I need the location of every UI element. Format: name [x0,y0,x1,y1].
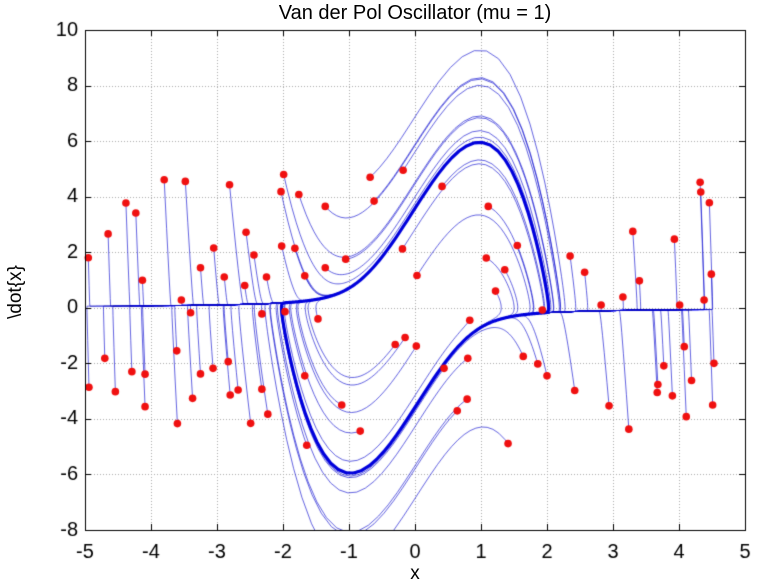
chart-title: Van der Pol Oscillator (mu = 1) [278,2,552,24]
x-axis-label: x [410,563,420,584]
y-axis-label: \dot{x} [5,265,26,319]
